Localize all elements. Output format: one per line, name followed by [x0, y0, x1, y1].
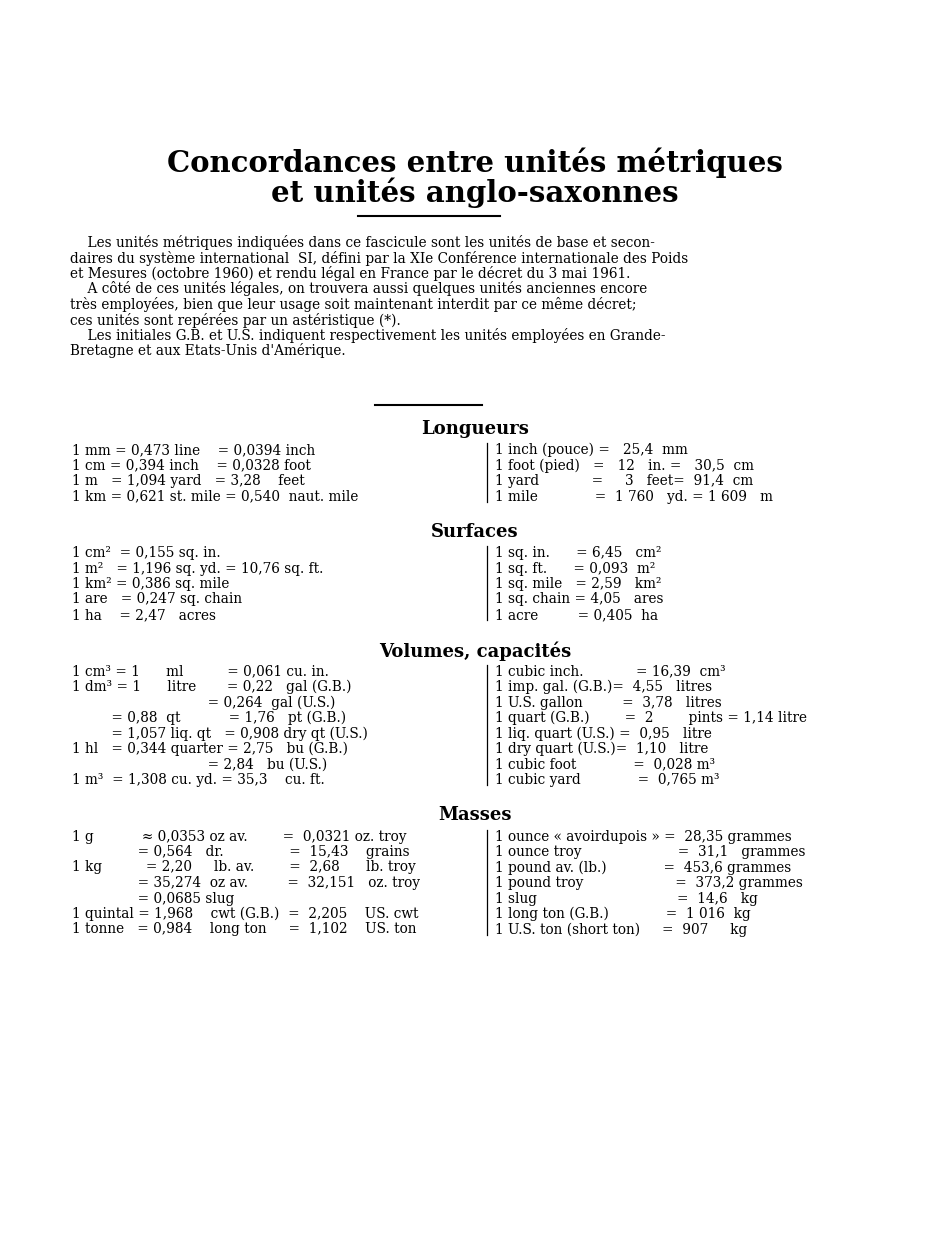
Text: 1 km² = 0,386 sq. mile: 1 km² = 0,386 sq. mile: [72, 577, 229, 591]
Text: 1 cm²  = 0,155 sq. in.: 1 cm² = 0,155 sq. in.: [72, 546, 220, 560]
Text: Les unités métriques indiquées dans ce fascicule sont les unités de base et seco: Les unités métriques indiquées dans ce f…: [70, 235, 655, 250]
Text: et Mesures (octobre 1960) et rendu légal en France par le décret du 3 mai 1961.: et Mesures (octobre 1960) et rendu légal…: [70, 266, 631, 281]
Text: = 0,564   dr.               =  15,43    grains: = 0,564 dr. = 15,43 grains: [72, 845, 409, 859]
Text: 1 slug                                =  14,6   kg: 1 slug = 14,6 kg: [495, 892, 758, 906]
Text: 1 liq. quart (U.S.) =  0,95   litre: 1 liq. quart (U.S.) = 0,95 litre: [495, 726, 712, 741]
Text: 1 acre         = 0,405  ha: 1 acre = 0,405 ha: [495, 608, 658, 622]
Text: très employées, bien que leur usage soit maintenant interdit par ce même décret;: très employées, bien que leur usage soit…: [70, 297, 636, 312]
Text: ces unités sont repérées par un astéristique (*).: ces unités sont repérées par un astérist…: [70, 312, 401, 327]
Text: 1 sq. ft.      = 0,093  m²: 1 sq. ft. = 0,093 m²: [495, 561, 656, 575]
Text: Concordances entre unités métriques: Concordances entre unités métriques: [167, 147, 783, 178]
Text: 1 m²   = 1,196 sq. yd. = 10,76 sq. ft.: 1 m² = 1,196 sq. yd. = 10,76 sq. ft.: [72, 561, 323, 575]
Text: 1 cubic yard             =  0,765 m³: 1 cubic yard = 0,765 m³: [495, 773, 719, 787]
Text: 1 dm³ = 1      litre       = 0,22   gal (G.B.): 1 dm³ = 1 litre = 0,22 gal (G.B.): [72, 680, 352, 694]
Text: 1 mile             =  1 760   yd. = 1 609   m: 1 mile = 1 760 yd. = 1 609 m: [495, 489, 773, 503]
Text: Masses: Masses: [438, 807, 512, 824]
Text: 1 yard            =     3   feet=  91,4  cm: 1 yard = 3 feet= 91,4 cm: [495, 475, 753, 488]
Text: 1 sq. in.      = 6,45   cm²: 1 sq. in. = 6,45 cm²: [495, 546, 661, 560]
Text: = 1,057 liq. qt   = 0,908 dry qt (U.S.): = 1,057 liq. qt = 0,908 dry qt (U.S.): [72, 726, 368, 741]
Text: 1 cm = 0,394 inch    = 0,0328 foot: 1 cm = 0,394 inch = 0,0328 foot: [72, 458, 311, 472]
Text: 1 dry quart (U.S.)=  1,10   litre: 1 dry quart (U.S.)= 1,10 litre: [495, 742, 709, 756]
Text: 1 U.S. gallon         =  3,78   litres: 1 U.S. gallon = 3,78 litres: [495, 695, 722, 710]
Text: 1 m   = 1,094 yard   = 3,28    feet: 1 m = 1,094 yard = 3,28 feet: [72, 475, 305, 488]
Text: 1 inch (pouce) =   25,4  mm: 1 inch (pouce) = 25,4 mm: [495, 444, 688, 457]
Text: 1 hl   = 0,344 quarter = 2,75   bu (G.B.): 1 hl = 0,344 quarter = 2,75 bu (G.B.): [72, 742, 348, 756]
Text: daires du système international  SI, défini par la XIe Conférence internationale: daires du système international SI, défi…: [70, 250, 688, 265]
Text: 1 are   = 0,247 sq. chain: 1 are = 0,247 sq. chain: [72, 592, 242, 607]
Text: et unités anglo-saxonnes: et unités anglo-saxonnes: [271, 178, 679, 208]
Text: = 35,274  oz av.         =  32,151   oz. troy: = 35,274 oz av. = 32,151 oz. troy: [72, 876, 420, 890]
Text: A côté de ces unités légales, on trouvera aussi quelques unités anciennes encore: A côté de ces unités légales, on trouver…: [70, 281, 647, 296]
Text: Longueurs: Longueurs: [421, 420, 529, 439]
Text: 1 quintal = 1,968    cwt (G.B.)  =  2,205    US. cwt: 1 quintal = 1,968 cwt (G.B.) = 2,205 US.…: [72, 907, 419, 922]
Text: Surfaces: Surfaces: [431, 523, 519, 541]
Text: 1 sq. mile   = 2,59   km²: 1 sq. mile = 2,59 km²: [495, 577, 661, 591]
Text: 1 imp. gal. (G.B.)=  4,55   litres: 1 imp. gal. (G.B.)= 4,55 litres: [495, 680, 712, 694]
Text: Les initiales G.B. et U.S. indiquent respectivement les unités employées en Gran: Les initiales G.B. et U.S. indiquent res…: [70, 328, 666, 343]
Text: 1 ounce troy                      =  31,1   grammes: 1 ounce troy = 31,1 grammes: [495, 845, 806, 859]
Text: 1 km = 0,621 st. mile = 0,540  naut. mile: 1 km = 0,621 st. mile = 0,540 naut. mile: [72, 489, 358, 503]
Text: 1 m³  = 1,308 cu. yd. = 35,3    cu. ft.: 1 m³ = 1,308 cu. yd. = 35,3 cu. ft.: [72, 773, 325, 787]
Text: 1 pound troy                     =  373,2 grammes: 1 pound troy = 373,2 grammes: [495, 876, 803, 890]
Text: 1 tonne   = 0,984    long ton     =  1,102    US. ton: 1 tonne = 0,984 long ton = 1,102 US. ton: [72, 923, 416, 937]
Text: 1 quart (G.B.)        =  2        pints = 1,14 litre: 1 quart (G.B.) = 2 pints = 1,14 litre: [495, 711, 807, 725]
Text: 1 ounce « avoirdupois » =  28,35 grammes: 1 ounce « avoirdupois » = 28,35 grammes: [495, 829, 791, 844]
Text: = 2,84   bu (U.S.): = 2,84 bu (U.S.): [72, 757, 327, 772]
Text: 1 pound av. (lb.)             =  453,6 grammes: 1 pound av. (lb.) = 453,6 grammes: [495, 861, 791, 875]
Text: 1 kg          = 2,20     lb. av.        =  2,68      lb. troy: 1 kg = 2,20 lb. av. = 2,68 lb. troy: [72, 861, 416, 875]
Text: = 0,0685 slug: = 0,0685 slug: [72, 892, 235, 906]
Text: 1 long ton (G.B.)             =  1 016  kg: 1 long ton (G.B.) = 1 016 kg: [495, 907, 750, 922]
Text: 1 cubic foot             =  0,028 m³: 1 cubic foot = 0,028 m³: [495, 757, 715, 772]
Text: 1 U.S. ton (short ton)     =  907     kg: 1 U.S. ton (short ton) = 907 kg: [495, 923, 748, 937]
Text: = 0,264  gal (U.S.): = 0,264 gal (U.S.): [72, 695, 335, 710]
Text: 1 ha    = 2,47   acres: 1 ha = 2,47 acres: [72, 608, 216, 622]
Text: 1 sq. chain = 4,05   ares: 1 sq. chain = 4,05 ares: [495, 592, 663, 607]
Text: 1 cm³ = 1      ml          = 0,061 cu. in.: 1 cm³ = 1 ml = 0,061 cu. in.: [72, 664, 329, 679]
Text: = 0,88  qt           = 1,76   pt (G.B.): = 0,88 qt = 1,76 pt (G.B.): [72, 711, 346, 725]
Text: Bretagne et aux Etats-Unis d'Amérique.: Bretagne et aux Etats-Unis d'Amérique.: [70, 343, 346, 358]
Text: Volumes, capacités: Volumes, capacités: [379, 642, 571, 660]
Text: 1 g           ≈ 0,0353 oz av.        =  0,0321 oz. troy: 1 g ≈ 0,0353 oz av. = 0,0321 oz. troy: [72, 829, 407, 844]
Text: 1 foot (pied)   =   12   in. =   30,5  cm: 1 foot (pied) = 12 in. = 30,5 cm: [495, 458, 754, 473]
Text: 1 cubic inch.            = 16,39  cm³: 1 cubic inch. = 16,39 cm³: [495, 664, 726, 679]
Text: 1 mm = 0,473 line    = 0,0394 inch: 1 mm = 0,473 line = 0,0394 inch: [72, 444, 315, 457]
